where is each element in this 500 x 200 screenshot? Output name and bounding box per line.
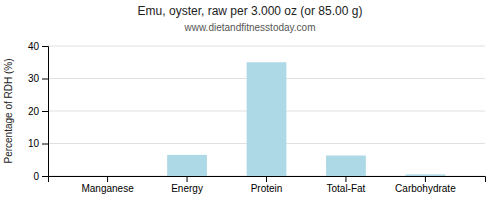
tick-mark	[42, 79, 48, 80]
tick: Manganese	[81, 176, 134, 194]
tick: 40	[28, 41, 48, 52]
tick: 30	[28, 73, 48, 84]
tick-label: 40	[28, 41, 40, 52]
tick-mark	[266, 176, 267, 182]
title: Emu, oyster, raw per 3.000 oz (or 85.00 …	[138, 4, 363, 18]
tick: 0	[33, 171, 48, 182]
bar	[406, 174, 446, 176]
axis-domain	[49, 177, 486, 183]
tick-label: 0	[33, 171, 39, 182]
tick-label: Protein	[251, 183, 283, 194]
tick-mark	[187, 176, 188, 182]
bar	[247, 62, 287, 176]
y-axis-title: Percentage of RDH (%)	[3, 58, 14, 163]
tick-mark	[107, 176, 108, 182]
tick-mark	[42, 46, 48, 47]
tick: Total-Fat	[327, 176, 366, 194]
tick: Energy	[171, 176, 203, 194]
bar	[326, 156, 366, 176]
tick-mark	[42, 176, 48, 177]
tick-label: Manganese	[81, 183, 134, 194]
x-axis: Manganese Energy Protein Total-Fat Carbohydr…	[49, 176, 486, 194]
grid-line	[48, 46, 485, 47]
tick-mark	[345, 176, 346, 182]
tick-mark	[425, 176, 426, 182]
tick: Carbohydrate	[395, 176, 456, 194]
tick-mark	[42, 144, 48, 145]
tick: 10	[28, 138, 48, 149]
chart: Emu, oyster, raw per 3.000 oz (or 85.00 …	[0, 0, 500, 200]
tick-label: 30	[28, 73, 40, 84]
grid	[48, 46, 485, 176]
plot: 0 10 20 30 40 Manganese Energy Protein Total-Fat…	[28, 41, 486, 194]
tick: 20	[28, 106, 48, 117]
tick: Protein	[251, 176, 283, 194]
axis-domain	[42, 47, 49, 177]
bars	[167, 62, 445, 176]
bar	[167, 155, 207, 176]
bar	[88, 176, 128, 177]
y-axis: 0 10 20 30 40	[28, 41, 49, 182]
tick-mark	[42, 111, 48, 112]
tick-label: Carbohydrate	[395, 183, 456, 194]
tick-label: 10	[28, 138, 40, 149]
subtitle: www.dietandfitnesstoday.com	[184, 22, 316, 33]
tick-label: 20	[28, 106, 40, 117]
tick-label: Energy	[171, 183, 203, 194]
tick-label: Total-Fat	[327, 183, 366, 194]
